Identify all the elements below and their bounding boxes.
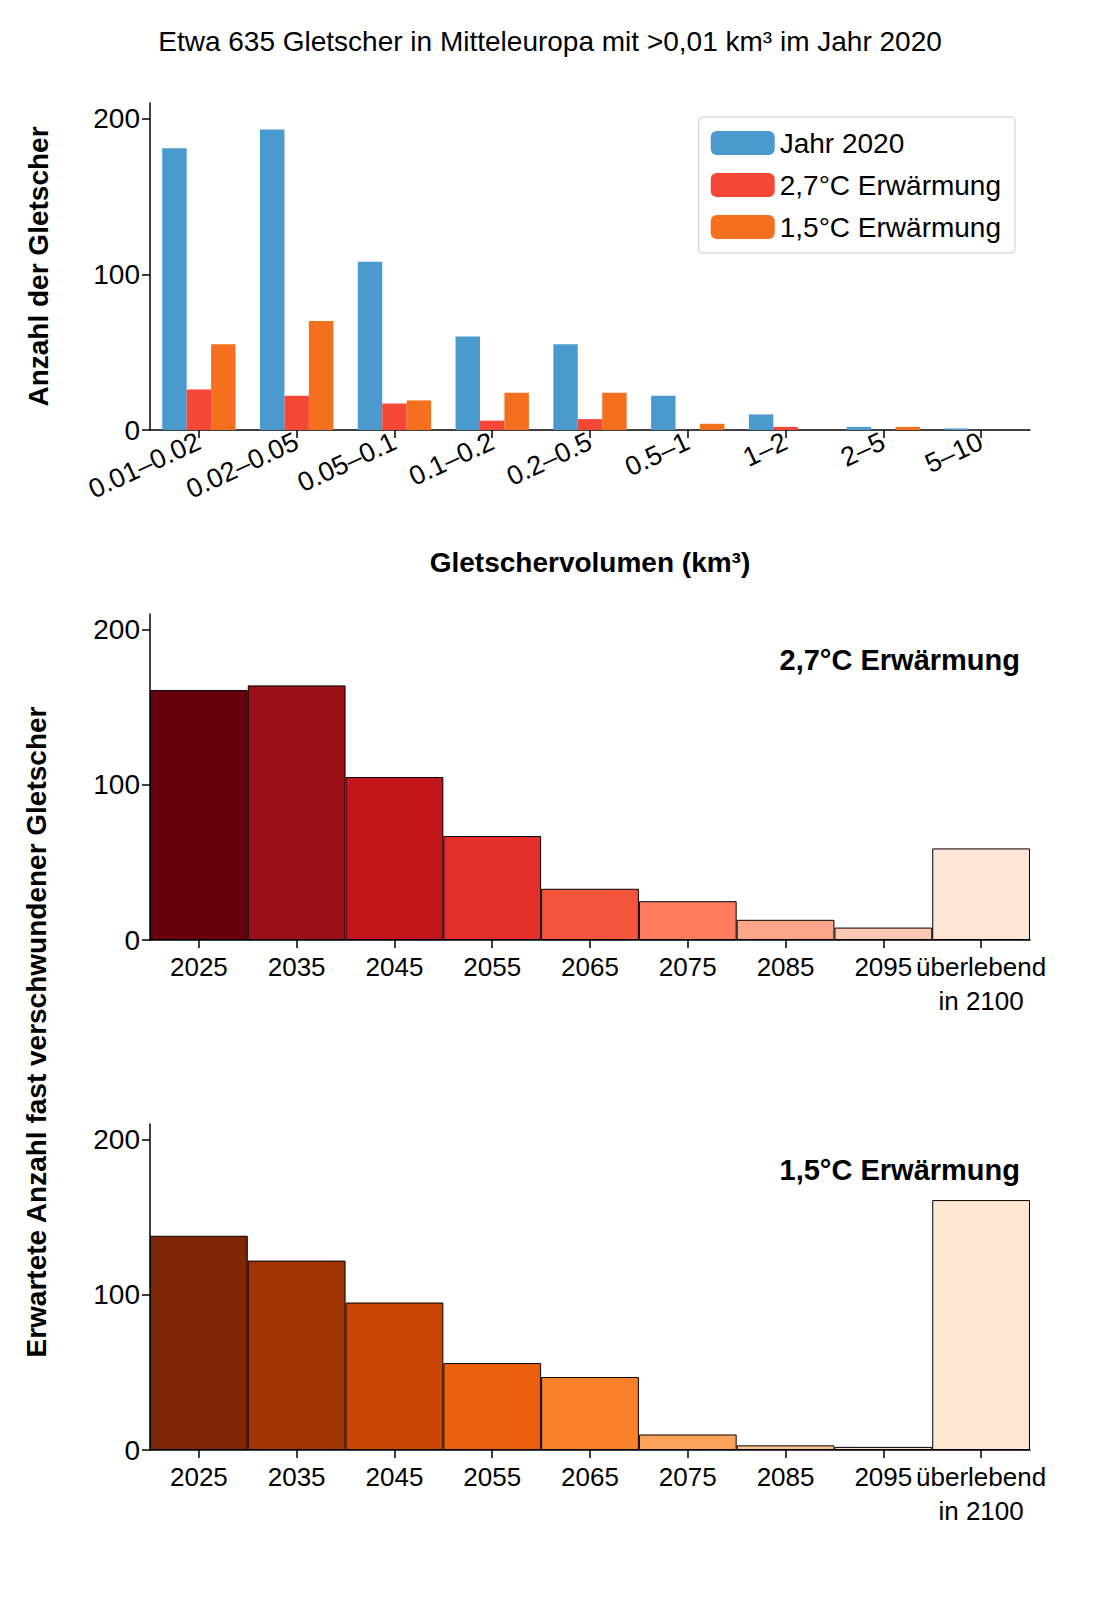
svg-text:0.1–0.2: 0.1–0.2 xyxy=(404,426,498,491)
svg-text:2045: 2045 xyxy=(366,1462,424,1492)
svg-text:2,7°C Erwärmung: 2,7°C Erwärmung xyxy=(780,170,1001,201)
svg-text:2055: 2055 xyxy=(463,1462,521,1492)
svg-text:in 2100: in 2100 xyxy=(938,986,1023,1016)
svg-text:2065: 2065 xyxy=(561,952,619,982)
svg-text:2075: 2075 xyxy=(659,1462,717,1492)
svg-text:2025: 2025 xyxy=(170,952,228,982)
svg-text:0: 0 xyxy=(124,1435,140,1466)
svg-text:1,5°C Erwärmung: 1,5°C Erwärmung xyxy=(780,1154,1020,1186)
svg-text:Gletschervolumen (km³): Gletschervolumen (km³) xyxy=(430,547,751,578)
svg-text:überlebend: überlebend xyxy=(916,952,1046,982)
svg-text:2055: 2055 xyxy=(463,952,521,982)
svg-text:Anzahl der Gletscher: Anzahl der Gletscher xyxy=(23,126,54,406)
svg-text:200: 200 xyxy=(93,103,140,134)
svg-text:Jahr 2020: Jahr 2020 xyxy=(780,128,905,159)
svg-text:0.05–0.1: 0.05–0.1 xyxy=(293,426,401,498)
svg-text:2035: 2035 xyxy=(268,952,326,982)
svg-text:200: 200 xyxy=(93,1124,140,1155)
svg-text:200: 200 xyxy=(93,614,140,645)
svg-text:100: 100 xyxy=(93,769,140,800)
svg-text:2035: 2035 xyxy=(268,1462,326,1492)
svg-text:2025: 2025 xyxy=(170,1462,228,1492)
svg-text:2095: 2095 xyxy=(854,1462,912,1492)
svg-text:100: 100 xyxy=(93,1279,140,1310)
svg-text:2045: 2045 xyxy=(366,952,424,982)
svg-text:0.02–0.05: 0.02–0.05 xyxy=(182,426,303,504)
svg-text:0.5–1: 0.5–1 xyxy=(620,426,694,482)
svg-text:0: 0 xyxy=(124,925,140,956)
svg-text:0.2–0.5: 0.2–0.5 xyxy=(502,426,596,491)
svg-text:2095: 2095 xyxy=(854,952,912,982)
svg-text:0: 0 xyxy=(124,415,140,446)
svg-text:2065: 2065 xyxy=(561,1462,619,1492)
svg-text:überlebend: überlebend xyxy=(916,1462,1046,1492)
svg-text:2085: 2085 xyxy=(757,952,815,982)
svg-text:2075: 2075 xyxy=(659,952,717,982)
svg-text:2085: 2085 xyxy=(757,1462,815,1492)
svg-text:Etwa 635 Gletscher in Mitteleu: Etwa 635 Gletscher in Mitteleuropa mit >… xyxy=(158,26,942,57)
svg-text:100: 100 xyxy=(93,259,140,290)
svg-text:5–10: 5–10 xyxy=(920,426,987,479)
svg-text:1–2: 1–2 xyxy=(738,426,791,472)
svg-text:1,5°C Erwärmung: 1,5°C Erwärmung xyxy=(780,212,1001,243)
svg-text:Erwartete Anzahl fast verschwu: Erwartete Anzahl fast verschwundener Gle… xyxy=(21,706,52,1357)
svg-text:2,7°C Erwärmung: 2,7°C Erwärmung xyxy=(780,644,1020,676)
svg-text:2–5: 2–5 xyxy=(836,426,889,472)
svg-text:in 2100: in 2100 xyxy=(938,1496,1023,1526)
svg-text:0.01–0.02: 0.01–0.02 xyxy=(84,426,205,504)
